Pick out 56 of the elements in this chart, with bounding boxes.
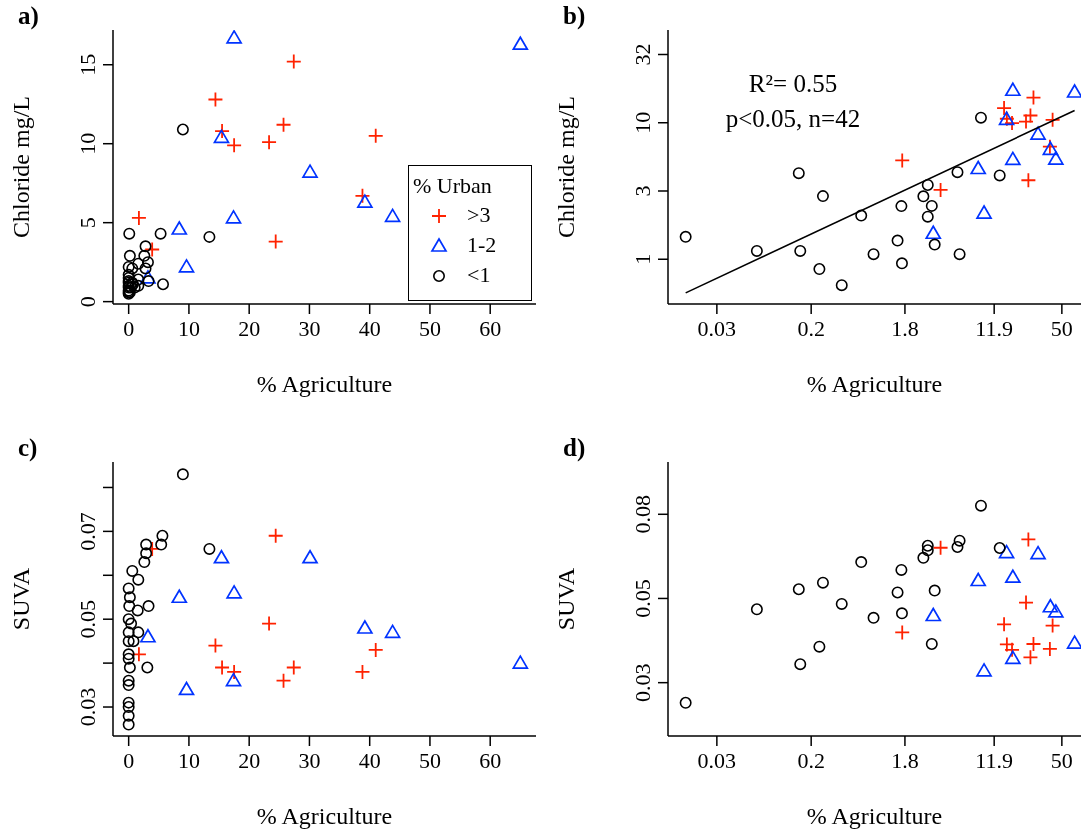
x-tick-label: 0.2 — [797, 747, 825, 773]
y-tick-label: 0.05 — [75, 599, 100, 639]
y-tick-label: 0.05 — [630, 579, 655, 618]
x-axis-title: % Agriculture — [806, 803, 943, 829]
x-tick-label: 50 — [1050, 747, 1073, 773]
y-axis-title: Chloride mg/L — [7, 96, 34, 238]
x-tick-label: 10 — [177, 747, 200, 773]
x-tick-label: 1.8 — [891, 315, 919, 341]
y-tick-label: 0.03 — [75, 687, 100, 727]
y-tick-label: 32 — [630, 43, 655, 66]
x-tick-label: 0 — [123, 747, 135, 773]
x-tick-label: 40 — [358, 747, 381, 773]
y-tick-label: 10 — [75, 132, 100, 155]
x-tick-label: 60 — [479, 315, 502, 341]
x-tick-label: 60 — [479, 747, 502, 773]
x-tick-label: 0.03 — [697, 747, 737, 773]
x-tick-label: 0.03 — [697, 315, 737, 341]
x-tick-label: 11.9 — [975, 747, 1014, 773]
chart-title: a) — [18, 2, 39, 30]
y-tick-label: 0.08 — [630, 495, 655, 534]
legend-label: 1-2 — [467, 231, 497, 259]
annotation: p<0.05, n=42 — [724, 104, 862, 134]
x-tick-label: 40 — [358, 315, 381, 341]
y-tick-label: 15 — [75, 53, 100, 76]
legend-title: % Urban — [413, 172, 493, 200]
x-tick-label: 0 — [123, 315, 135, 341]
x-tick-label: 10 — [177, 315, 200, 341]
y-axis-title: Chloride mg/L — [552, 96, 579, 238]
x-axis-title: % Agriculture — [256, 803, 393, 829]
y-tick-label: 0.03 — [630, 663, 655, 702]
x-tick-label: 30 — [298, 315, 321, 341]
x-tick-label: 50 — [418, 747, 441, 773]
x-tick-label: 11.9 — [975, 315, 1014, 341]
y-axis-title: SUVA — [7, 567, 34, 631]
chart-title: b) — [563, 2, 586, 30]
x-tick-label: 50 — [1050, 315, 1073, 341]
x-tick-label: 20 — [238, 747, 261, 773]
x-tick-label: 0.2 — [797, 315, 825, 341]
y-tick-label: 0 — [75, 296, 100, 308]
annotation: R²= 0.55 — [747, 69, 839, 99]
chart-title: c) — [18, 434, 38, 462]
x-tick-label: 30 — [298, 747, 321, 773]
x-axis-title: % Agriculture — [806, 371, 943, 397]
x-tick-label: 20 — [238, 315, 261, 341]
y-tick-label: 0.07 — [75, 512, 100, 551]
chart-title: d) — [563, 434, 586, 462]
y-tick-label: 1 — [630, 253, 655, 265]
x-tick-label: 1.8 — [891, 747, 919, 773]
legend-label: <1 — [467, 261, 491, 289]
legend-label: >3 — [467, 201, 491, 229]
x-tick-label: 50 — [418, 315, 441, 341]
y-tick-label: 5 — [75, 217, 100, 229]
y-axis-title: SUVA — [552, 567, 579, 631]
y-tick-label: 10 — [630, 111, 655, 134]
x-axis-title: % Agriculture — [256, 371, 393, 397]
y-tick-label: 3 — [630, 185, 655, 197]
